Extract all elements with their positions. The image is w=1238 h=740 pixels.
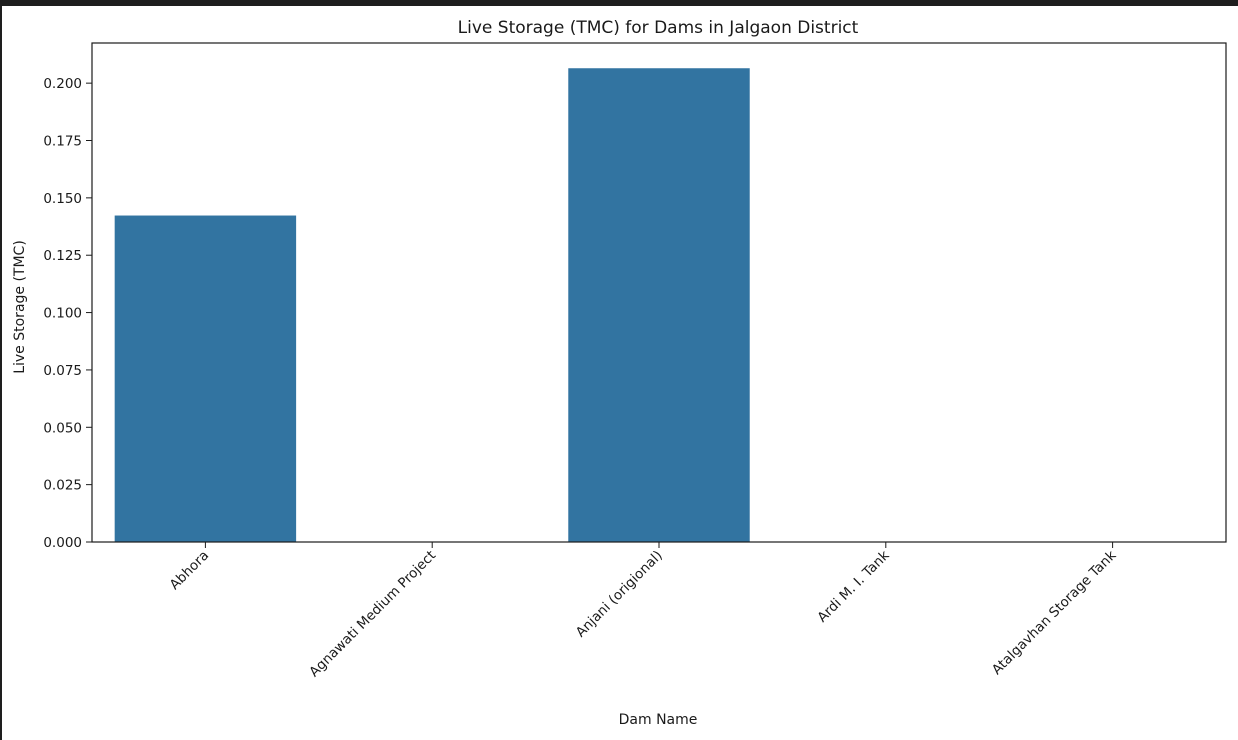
y-axis: 0.000 0.025 0.050 0.075 0.100 0.125 0.150 0.175… [43, 76, 92, 551]
x-tick-label: Agnawati Medium Project [306, 548, 439, 681]
bar-2 [568, 68, 750, 543]
y-tick-label: 0.000 [43, 535, 82, 551]
y-tick-label: 0.100 [43, 306, 82, 322]
x-tick-label: Ardi M. I. Tank [814, 547, 892, 625]
chart-title: Live Storage (TMC) for Dams in Jalgaon D… [458, 18, 859, 38]
y-axis-label: Live Storage (TMC) [12, 240, 28, 374]
y-tick-label: 0.175 [43, 134, 82, 150]
y-tick-label: 0.150 [43, 191, 82, 207]
bars-group [114, 68, 750, 543]
x-axis: Abhora Agnawati Medium Project Anjani (ori… [167, 542, 1120, 680]
y-tick-label: 0.025 [43, 478, 82, 494]
y-tick-label: 0.075 [43, 363, 82, 379]
y-tick-label: 0.200 [43, 76, 82, 92]
bar-0 [114, 215, 297, 542]
y-tick-label: 0.050 [43, 420, 82, 436]
x-tick-label: Atalgavhan Storage Tank [989, 547, 1120, 678]
y-tick-label: 0.125 [43, 248, 82, 264]
x-tick-label: Abhora [167, 548, 213, 594]
x-tick-label: Anjani (origional) [573, 548, 666, 641]
x-axis-label: Dam Name [619, 712, 698, 728]
